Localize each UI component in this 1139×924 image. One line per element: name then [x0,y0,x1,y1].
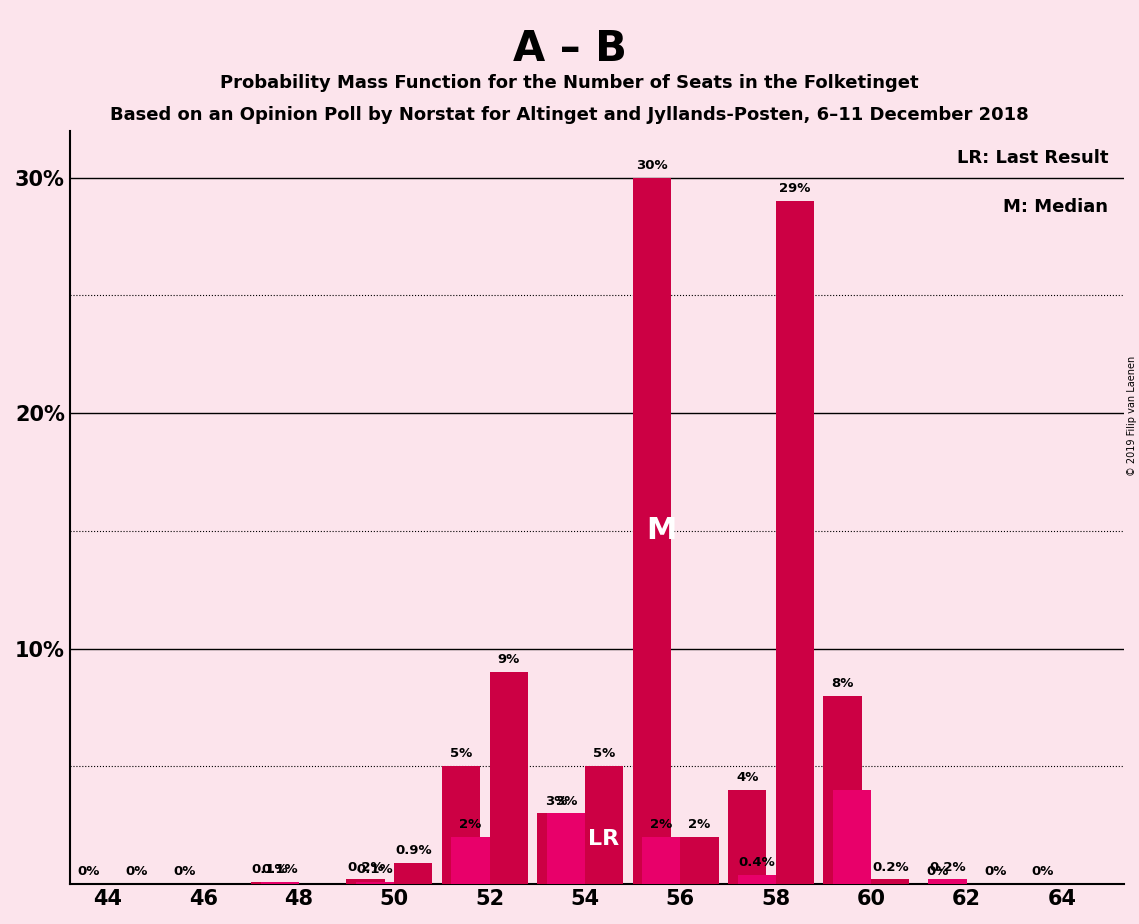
Bar [632,177,671,884]
Bar [451,837,490,884]
Text: 0.1%: 0.1% [357,863,393,876]
Text: 0.2%: 0.2% [872,860,909,873]
Bar [538,813,575,884]
Bar [871,880,909,884]
Bar [251,881,289,884]
Text: 9%: 9% [498,653,519,666]
Text: M: Median: M: Median [1003,199,1108,216]
Text: A – B: A – B [513,28,626,69]
Text: 0%: 0% [173,865,196,878]
Text: 0.9%: 0.9% [395,844,432,857]
Bar [833,790,871,884]
Bar [738,875,776,884]
Text: 2%: 2% [650,818,672,832]
Text: 2%: 2% [459,818,482,832]
Text: 0%: 0% [125,865,148,878]
Text: 0.1%: 0.1% [261,863,298,876]
Text: 30%: 30% [636,159,667,172]
Text: 2%: 2% [688,818,711,832]
Text: 8%: 8% [831,677,854,690]
Bar [728,790,767,884]
Text: 0.4%: 0.4% [738,856,775,869]
Bar [823,696,861,884]
Text: 0.1%: 0.1% [252,863,288,876]
Text: 0.2%: 0.2% [929,860,966,873]
Bar [442,766,480,884]
Text: 29%: 29% [779,182,811,195]
Bar [490,672,527,884]
Text: 0%: 0% [77,865,100,878]
Text: 0%: 0% [1032,865,1054,878]
Bar [346,880,385,884]
Text: LR: Last Result: LR: Last Result [957,150,1108,167]
Text: 3%: 3% [555,795,577,808]
Text: 5%: 5% [450,748,472,760]
Text: Probability Mass Function for the Number of Seats in the Folketinget: Probability Mass Function for the Number… [220,74,919,91]
Text: 4%: 4% [736,771,759,784]
Text: 3%: 3% [546,795,567,808]
Bar [357,881,394,884]
Bar [261,881,298,884]
Bar [776,201,814,884]
Text: Based on an Opinion Poll by Norstat for Altinget and Jyllands-Posten, 6–11 Decem: Based on an Opinion Poll by Norstat for … [110,106,1029,124]
Text: LR: LR [589,829,620,849]
Bar [585,766,623,884]
Text: © 2019 Filip van Laenen: © 2019 Filip van Laenen [1126,356,1137,476]
Bar [642,837,680,884]
Bar [680,837,719,884]
Text: 0%: 0% [984,865,1007,878]
Bar [394,863,433,884]
Text: 0.2%: 0.2% [347,860,384,873]
Bar [547,813,585,884]
Bar [928,880,967,884]
Text: M: M [646,517,677,545]
Text: 5%: 5% [593,748,615,760]
Text: 0%: 0% [927,865,949,878]
